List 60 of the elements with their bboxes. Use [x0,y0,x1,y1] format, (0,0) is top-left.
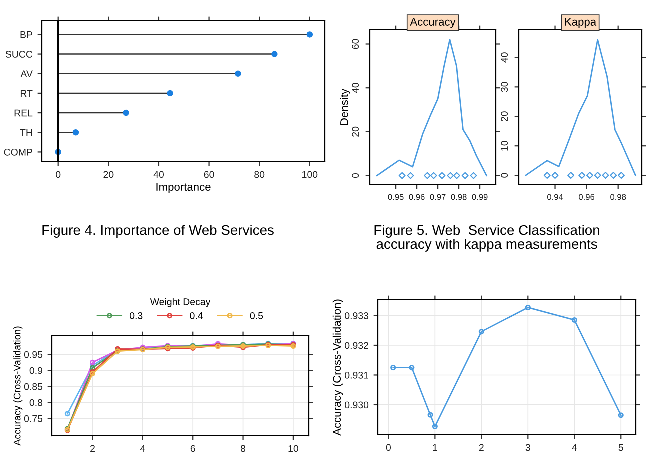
y-tick-label: 0.85 [24,383,43,390]
x-tick-label: 20 [104,171,114,178]
y-tick-label: 0.933 [345,312,369,320]
x-tick-label: 8 [240,445,246,452]
y-tick-label: 40 [501,52,508,63]
x-tick-label: 0 [386,444,392,452]
y-tick-label: 0.75 [24,415,43,422]
y-tick-label: 60 [352,39,360,50]
caption: Figure 4. Importance of Web Services [42,225,274,238]
y-tick-label: 0.932 [345,342,368,350]
legend-label: 0.4 [190,312,204,320]
x-tick-label: 2 [479,444,484,452]
y-tick-label: BP [20,32,32,38]
legend-label: 0.5 [250,312,264,320]
x-tick-label: 0.99 [472,194,488,200]
y-tick-label: COMP [4,148,32,156]
y-axis-title: Density [340,88,351,126]
x-tick-label: 40 [154,171,164,178]
x-tick-label: 0.96 [409,194,425,200]
legend-label: 0.3 [130,312,143,320]
y-axis-title: Accuracy (Cross-Validation) [14,326,23,446]
y-tick-label: 0.931 [345,372,368,379]
x-tick-label: 0.98 [451,194,467,200]
x-tick-label: 0.94 [547,194,564,200]
legend-title: Weight Decay [150,298,211,308]
y-tick-label: 0.9 [30,367,43,374]
y-tick-label: REL [14,110,33,117]
x-tick-label: 6 [190,445,196,452]
y-tick-label: 20 [501,112,508,122]
y-tick-label: 10 [501,141,508,151]
x-tick-label: 60 [204,171,214,178]
y-tick-label: 0.930 [345,402,369,409]
y-tick-label: AV [20,70,33,78]
y-axis-title: Accuracy (Cross-Validation) [332,300,344,436]
y-tick-label: 0.95 [24,351,43,358]
x-tick-label: 4 [140,445,146,452]
x-tick-label: 4 [572,444,578,452]
x-axis-title: Importance [156,183,211,194]
x-tick-label: 80 [254,171,265,178]
y-tick-label: 20 [352,126,360,137]
y-tick-label: 0.8 [30,399,43,406]
x-tick-label: 100 [302,171,318,178]
x-tick-label: 0.98 [610,194,626,200]
x-tick-label: 0.96 [579,194,595,200]
x-tick-label: 0.97 [430,194,446,200]
y-tick-label: SUCC [6,51,33,58]
x-tick-label: 0.95 [388,194,404,200]
x-tick-label: 1 [433,444,438,452]
y-tick-label: 40 [352,83,360,94]
x-tick-label: 5 [618,444,624,452]
x-tick-label: 10 [288,445,298,452]
chart-title: Accuracy [410,18,456,28]
y-tick-label: TH [20,129,32,136]
chart-title: Kappa [565,18,597,28]
caption: Figure 5. Web Service Classification accuracy with kappa measurements [374,225,600,252]
x-tick-label: 0 [56,171,61,178]
x-tick-label: 2 [90,445,95,452]
x-tick-label: 3 [526,444,530,452]
y-tick-label: RT [20,90,33,97]
y-tick-label: 30 [501,82,508,92]
